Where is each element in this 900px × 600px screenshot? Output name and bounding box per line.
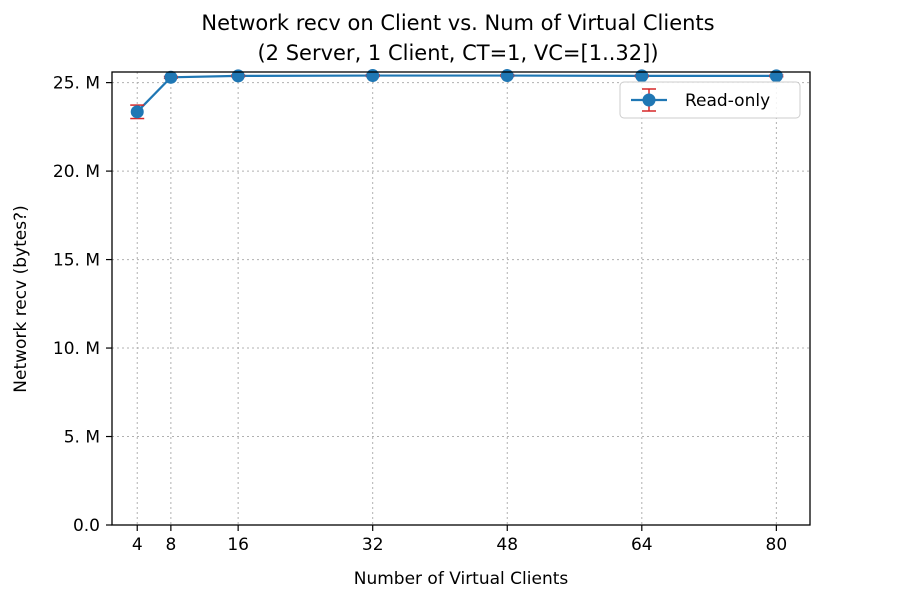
x-tick-label: 80 <box>766 535 788 555</box>
chart-title-line2: (2 Server, 1 Client, CT=1, VC=[1..32]) <box>257 41 658 65</box>
series-layer <box>130 69 784 120</box>
plot-frame <box>111 71 811 526</box>
x-axis-label: Number of Virtual Clients <box>354 569 569 589</box>
x-tick-label: 16 <box>227 535 249 555</box>
legend: Read-only <box>619 81 801 119</box>
x-tick-label: 48 <box>496 535 518 555</box>
y-axis-ticks: 0.0 5. M 10. M 15. M 20. M 25. M <box>53 74 112 536</box>
legend-box <box>619 81 801 119</box>
y-tick-label: 20. M <box>53 162 100 182</box>
legend-marker <box>642 93 656 107</box>
data-point <box>366 69 380 83</box>
y-tick-label: 15. M <box>53 251 100 271</box>
y-tick-label: 10. M <box>53 339 100 359</box>
data-point <box>635 69 649 83</box>
grid <box>112 72 810 525</box>
x-tick-label: 64 <box>631 535 653 555</box>
chart-title-line1: Network recv on Client vs. Num of Virtua… <box>201 11 714 35</box>
y-tick-label: 0.0 <box>73 516 100 536</box>
data-point <box>769 69 783 83</box>
data-point <box>231 69 245 83</box>
x-tick-label: 32 <box>362 535 384 555</box>
y-tick-label: 5. M <box>64 428 100 448</box>
y-axis-label: Network recv (bytes?) <box>11 205 31 392</box>
data-point <box>500 69 514 83</box>
y-tick-label: 25. M <box>53 74 100 94</box>
x-tick-label: 4 <box>132 535 143 555</box>
data-point <box>130 105 144 119</box>
legend-label: Read-only <box>685 91 770 111</box>
x-tick-label: 8 <box>165 535 176 555</box>
data-point <box>164 70 178 84</box>
x-axis-ticks: 4 8 16 32 48 64 80 <box>132 525 787 555</box>
